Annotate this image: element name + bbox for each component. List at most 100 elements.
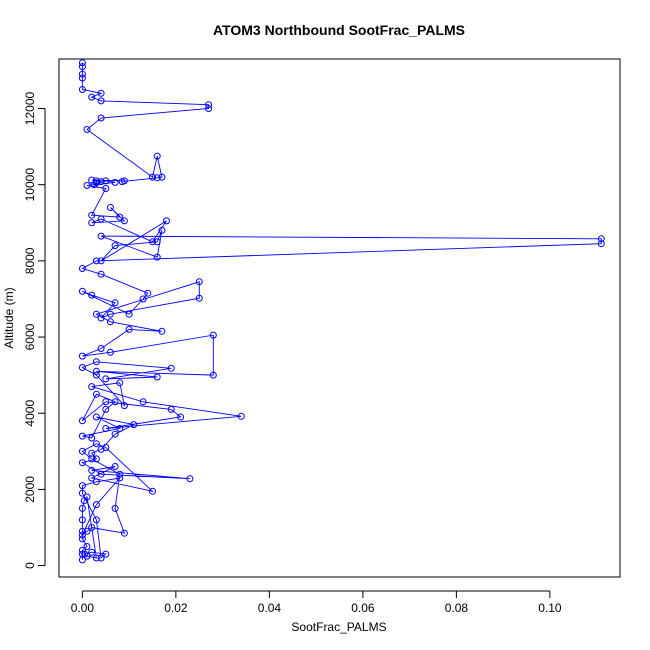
data-point	[97, 178, 105, 186]
data-point	[153, 253, 161, 261]
data-point	[81, 550, 89, 558]
data-point	[83, 552, 91, 560]
data-point	[102, 375, 110, 383]
y-axis: 0 2000 4000 6000 8000 10000 12000	[23, 92, 46, 569]
data-point	[237, 412, 245, 420]
plot-frame	[58, 58, 621, 578]
data-point	[102, 185, 110, 192]
data-point	[111, 299, 119, 307]
data-point	[149, 238, 156, 246]
data-point	[78, 432, 86, 440]
data-point	[78, 527, 86, 535]
data-point	[88, 466, 96, 474]
data-point	[111, 430, 119, 438]
data-point	[78, 265, 86, 272]
data-point	[139, 295, 147, 303]
data-point	[78, 550, 86, 558]
data-point	[125, 310, 133, 318]
data-point	[158, 173, 166, 181]
data-point	[209, 331, 217, 339]
data-point	[92, 177, 100, 185]
data-point	[78, 482, 86, 490]
data-point	[97, 89, 105, 97]
data-point	[97, 470, 105, 478]
x-tick-label: 0.06	[351, 601, 375, 615]
data-point	[83, 182, 91, 189]
data-point	[102, 550, 110, 558]
y-tick-label: 12000	[23, 92, 37, 126]
y-tick-label: 4000	[23, 400, 37, 427]
data-point	[97, 445, 105, 453]
x-axis-label: SootFrac_PALMS	[291, 620, 386, 634]
data-point	[92, 371, 100, 379]
data-point	[111, 463, 119, 470]
data-point	[130, 421, 138, 429]
data-point	[153, 174, 161, 182]
data-point	[153, 373, 161, 381]
data-point	[97, 97, 105, 105]
data-point	[92, 554, 100, 562]
data-point	[92, 358, 100, 366]
data-point	[88, 211, 96, 219]
data-point	[83, 126, 91, 133]
data-point	[78, 70, 86, 78]
data-point	[102, 405, 110, 413]
data-point	[78, 63, 86, 71]
data-point	[106, 318, 114, 326]
data-point	[149, 173, 156, 181]
data-point	[597, 235, 605, 243]
data-point	[92, 501, 100, 509]
data-point	[111, 504, 119, 512]
data-point	[83, 527, 91, 535]
data-point	[116, 470, 124, 478]
data-point	[78, 535, 86, 543]
data-point	[120, 402, 128, 410]
data-point	[195, 294, 203, 302]
data-point	[97, 554, 105, 562]
data-point	[153, 238, 161, 246]
data-point	[88, 548, 96, 556]
data-point	[88, 176, 96, 184]
data-point	[83, 543, 91, 550]
data-point	[92, 478, 100, 486]
data-point	[92, 367, 100, 375]
data-point	[97, 232, 105, 240]
x-tick-label: 0.00	[71, 601, 95, 615]
data-point	[83, 493, 91, 501]
y-tick-label: 8000	[23, 247, 37, 274]
data-point	[153, 152, 161, 160]
data-point	[88, 474, 96, 482]
data-point	[158, 327, 166, 335]
data-point	[88, 383, 96, 391]
y-axis-label: Altitude (m)	[2, 287, 16, 348]
data-point	[111, 178, 119, 186]
x-tick-label: 0.02	[164, 601, 188, 615]
data-point	[78, 504, 86, 512]
data-point	[88, 524, 96, 531]
data-point	[78, 447, 86, 455]
data-point	[167, 405, 175, 413]
x-tick-label: 0.08	[445, 601, 469, 615]
data-point	[116, 425, 124, 432]
data-point	[163, 217, 170, 225]
data-point	[78, 417, 86, 425]
data-point	[116, 474, 124, 482]
data-point	[149, 487, 156, 495]
data-point	[78, 516, 86, 524]
data-point	[78, 459, 86, 467]
data-point	[209, 371, 217, 379]
data-point	[78, 352, 86, 360]
data-point	[125, 325, 133, 333]
data-point	[92, 413, 100, 421]
data-point	[111, 242, 119, 250]
y-tick-label: 0	[23, 562, 37, 569]
data-point	[88, 219, 96, 227]
data-point	[88, 434, 96, 442]
data-point	[97, 114, 105, 122]
x-axis: 0.00 0.02 0.04 0.06 0.08 0.10	[71, 590, 562, 615]
data-point	[102, 398, 110, 406]
data-point	[167, 364, 175, 372]
data-point	[97, 257, 105, 265]
data-point	[116, 379, 124, 387]
data-point	[118, 178, 126, 186]
